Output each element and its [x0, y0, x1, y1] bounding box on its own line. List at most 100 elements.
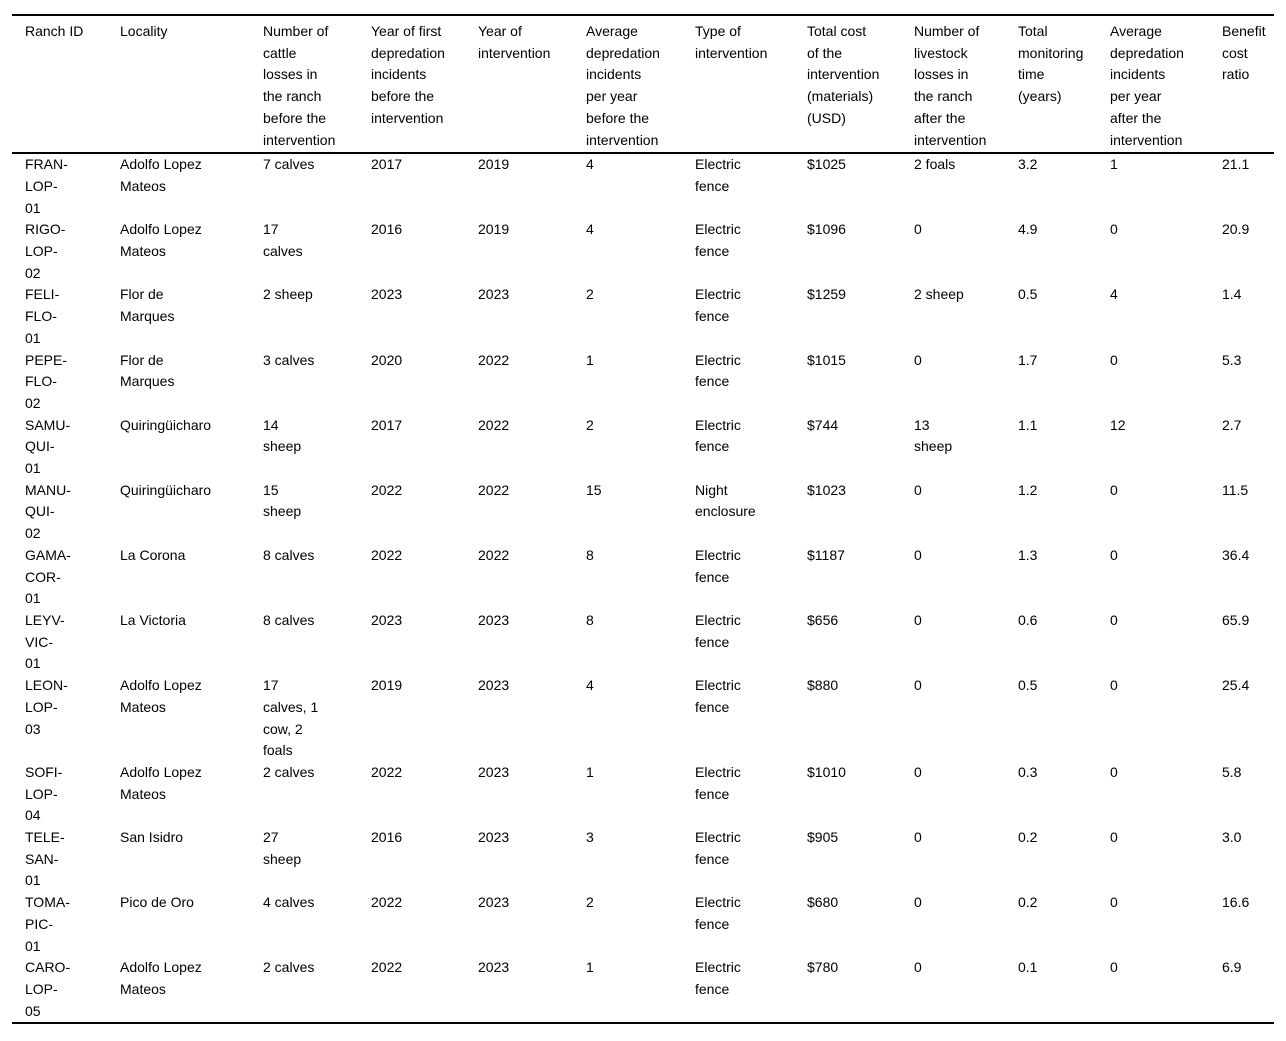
cell-year-first-depredation: 2022: [371, 481, 403, 498]
cell-type-of-intervention: Electric fence: [695, 894, 741, 932]
cell-cattle-losses-before: 2 calves: [263, 763, 315, 780]
cell-year-first-depredation: 2022: [371, 546, 403, 563]
cell-year-first-depredation: 2023: [371, 611, 403, 628]
cell-year-first-depredation: 2022: [371, 763, 403, 780]
header-row: Ranch ID Locality Number of cattle losses …: [12, 15, 1274, 155]
cell-ranch-id: SOFI- LOP- 04: [25, 763, 63, 824]
cell-ranch-id: RIGO- LOP- 02: [25, 221, 66, 281]
cell-total-cost: $1010: [807, 763, 846, 780]
column-header-monitoring-time: Total monitoring time (years): [1018, 15, 1110, 155]
cell-avg-depredation-after: 0: [1110, 481, 1118, 498]
cell-benefit-cost-ratio: 16.6: [1222, 894, 1250, 911]
cell-year-of-intervention: 2022: [478, 481, 510, 498]
cell-avg-depredation-before: 4: [586, 677, 594, 694]
cell-year-of-intervention: 2023: [478, 763, 510, 780]
cell-benefit-cost-ratio: 5.8: [1222, 763, 1242, 780]
cell-total-cost: $1023: [807, 481, 846, 498]
cell-total-cost: $1025: [807, 156, 846, 173]
cell-ranch-id: LEYV- VIC- 01: [25, 611, 65, 672]
cell-ranch-id: FRAN- LOP- 01: [25, 156, 68, 216]
cell-type-of-intervention: Electric fence: [695, 156, 741, 194]
cell-cattle-losses-before: 17 calves: [263, 221, 303, 260]
cell-total-cost: $680: [807, 894, 839, 911]
cell-avg-depredation-before: 4: [586, 221, 594, 238]
cell-total-cost: $656: [807, 611, 839, 628]
cell-total-cost: $744: [807, 416, 839, 433]
cell-total-cost: $905: [807, 829, 839, 846]
cell-monitoring-time: 4.9: [1018, 221, 1038, 238]
cell-livestock-losses-after: 0: [914, 351, 922, 368]
column-header-locality: Locality: [120, 15, 263, 155]
cell-monitoring-time: 0.5: [1018, 677, 1038, 694]
cell-cattle-losses-before: 15 sheep: [263, 481, 302, 520]
cell-year-of-intervention: 2023: [478, 829, 510, 846]
cell-ranch-id: FELI- FLO- 01: [25, 286, 60, 346]
cell-type-of-intervention: Electric fence: [695, 416, 741, 455]
cell-type-of-intervention: Electric fence: [695, 829, 741, 867]
cell-benefit-cost-ratio: 11.5: [1222, 481, 1249, 498]
cell-year-of-intervention: 2022: [478, 351, 510, 368]
cell-avg-depredation-after: 0: [1110, 546, 1118, 563]
cell-type-of-intervention: Electric fence: [695, 546, 741, 585]
cell-ranch-id: LEON- LOP- 03: [25, 677, 68, 737]
cell-livestock-losses-after: 0: [914, 677, 922, 694]
cell-year-first-depredation: 2023: [371, 286, 403, 303]
cell-livestock-losses-after: 13 sheep: [914, 416, 953, 455]
cell-benefit-cost-ratio: 1.4: [1222, 286, 1242, 303]
cell-year-first-depredation: 2020: [371, 351, 403, 368]
cell-locality: Flor de Marques: [120, 351, 175, 390]
cell-livestock-losses-after: 0: [914, 481, 922, 498]
cell-cattle-losses-before: 7 calves: [263, 156, 315, 173]
cell-year-first-depredation: 2016: [371, 221, 403, 238]
cell-avg-depredation-after: 0: [1110, 677, 1118, 694]
cell-year-first-depredation: 2017: [371, 156, 403, 173]
cell-total-cost: $1259: [807, 286, 846, 303]
cell-locality: Adolfo Lopez Mateos: [120, 763, 202, 802]
cell-locality: Adolfo Lopez Mateos: [120, 156, 202, 194]
cell-year-of-intervention: 2019: [478, 156, 510, 173]
cell-livestock-losses-after: 0: [914, 221, 922, 238]
column-header-year-of-intervention: Year of intervention: [478, 15, 586, 155]
cell-avg-depredation-before: 8: [586, 546, 594, 563]
cell-ranch-id: TELE- SAN- 01: [25, 829, 65, 889]
cell-type-of-intervention: Electric fence: [695, 611, 741, 650]
table-row: LEON- LOP- 03 Adolfo Lopez Mateos 17 calve…: [12, 675, 1274, 762]
cell-year-of-intervention: 2023: [478, 677, 510, 694]
cell-monitoring-time: 3.2: [1018, 156, 1038, 173]
column-header-avg-depredation-after: Average depredation incidents per year a…: [1110, 15, 1222, 155]
table-row: MANU- QUI- 02 Quiringüicharo 15 sheep 2022 2…: [12, 480, 1274, 545]
cell-avg-depredation-after: 0: [1110, 221, 1118, 238]
cell-avg-depredation-after: 0: [1110, 611, 1118, 628]
cell-cattle-losses-before: 8 calves: [263, 611, 315, 628]
cell-locality: La Victoria: [120, 611, 186, 628]
cell-monitoring-time: 0.5: [1018, 286, 1038, 303]
cell-avg-depredation-after: 12: [1110, 416, 1126, 433]
cell-livestock-losses-after: 0: [914, 959, 922, 976]
cell-locality: San Isidro: [120, 829, 184, 846]
column-header-ranch-id: Ranch ID: [12, 15, 120, 155]
cell-livestock-losses-after: 0: [914, 829, 922, 846]
cell-cattle-losses-before: 2 calves: [263, 959, 315, 976]
table-row: LEYV- VIC- 01 La Victoria 8 calves 2023 2023…: [12, 610, 1274, 675]
cell-locality: Quiringüicharo: [120, 481, 212, 498]
column-header-avg-depredation-before: Average depredation incidents per year b…: [586, 15, 695, 155]
cell-monitoring-time: 0.2: [1018, 894, 1038, 911]
cell-cattle-losses-before: 2 sheep: [263, 286, 313, 303]
table-row: RIGO- LOP- 02 Adolfo Lopez Mateos 17 calve…: [12, 219, 1274, 284]
cell-year-first-depredation: 2017: [371, 416, 403, 433]
cell-avg-depredation-before: 8: [586, 611, 594, 628]
table-row: GAMA- COR- 01 La Corona 8 calves 2022 2022 8 E…: [12, 545, 1274, 610]
cell-total-cost: $1187: [807, 546, 845, 563]
table-body: FRAN- LOP- 01 Adolfo Lopez Mateos 7 calves…: [12, 153, 1274, 1023]
cell-livestock-losses-after: 0: [914, 894, 922, 911]
table-row: FRAN- LOP- 01 Adolfo Lopez Mateos 7 calves…: [12, 153, 1274, 219]
cell-avg-depredation-before: 15: [586, 481, 602, 498]
cell-year-of-intervention: 2023: [478, 286, 510, 303]
cell-monitoring-time: 1.1: [1018, 416, 1038, 433]
cell-locality: La Corona: [120, 546, 186, 563]
cell-livestock-losses-after: 2 foals: [914, 156, 956, 173]
cell-year-of-intervention: 2019: [478, 221, 510, 238]
column-header-benefit-cost-ratio: Benefit cost ratio: [1222, 15, 1274, 155]
cell-year-of-intervention: 2023: [478, 959, 510, 976]
cell-avg-depredation-after: 0: [1110, 829, 1118, 846]
